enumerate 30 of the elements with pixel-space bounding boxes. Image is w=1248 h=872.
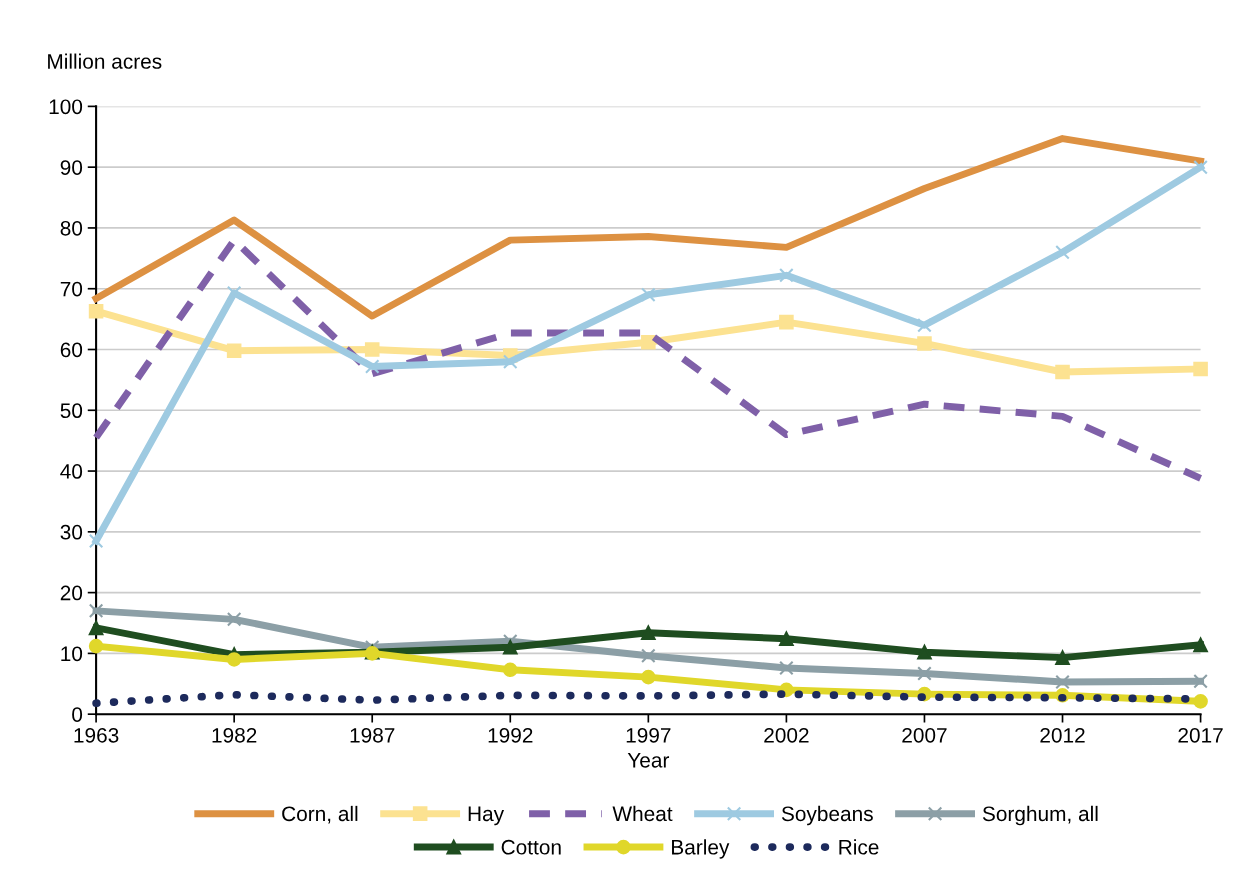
y-tick-label: 80 — [60, 220, 83, 236]
legend-label: Sorghum, all — [982, 805, 1098, 826]
y-tick-label: 100 — [49, 99, 83, 115]
x-tick-label: 1987 — [350, 727, 395, 743]
y-tick-label: 0 — [72, 707, 83, 722]
legend-label: Barley — [672, 839, 730, 859]
y-tick-label: 10 — [61, 646, 83, 662]
x-tick-label: 2002 — [764, 727, 809, 743]
x-tick-label: 1982 — [212, 727, 257, 743]
x-axis-title: Year — [627, 753, 670, 768]
y-tick-label: 50 — [60, 403, 83, 419]
legend-label: Rice — [839, 839, 879, 855]
x-tick-label: 1997 — [626, 727, 671, 743]
x-tick-label: 1963 — [74, 727, 119, 743]
legend-label: Wheat — [612, 805, 673, 822]
y-tick-label: 70 — [60, 281, 83, 297]
y-tick-label: 40 — [60, 464, 83, 479]
y-axis-title: Million acres — [48, 53, 162, 69]
legend-label: Soybeans — [781, 805, 873, 826]
y-tick-label: 60 — [60, 342, 83, 358]
x-tick-label: 2017 — [1178, 727, 1223, 743]
y-tick-label: 30 — [60, 524, 83, 540]
x-tick-label: 1992 — [488, 727, 533, 743]
legend-label: Cotton — [501, 839, 561, 855]
legend-label: Corn, all — [282, 805, 358, 824]
x-tick-label: 2007 — [902, 727, 947, 743]
y-tick-label: 90 — [60, 160, 83, 175]
x-tick-label: 2012 — [1040, 727, 1085, 743]
legend-label: Hay — [468, 806, 505, 826]
y-tick-label: 20 — [60, 585, 83, 601]
